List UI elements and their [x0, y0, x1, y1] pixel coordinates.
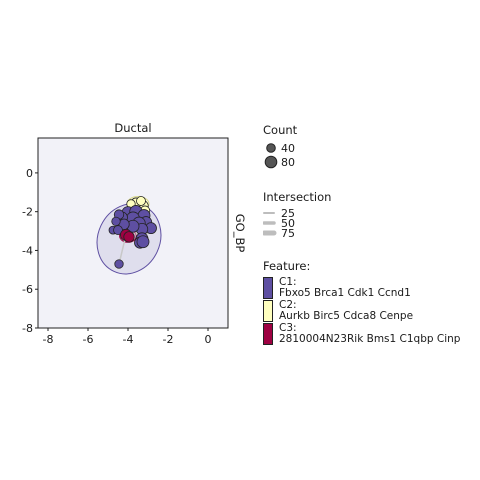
- intersection-75-key: [263, 230, 277, 236]
- x-tick-label: -2: [163, 333, 174, 346]
- count-legend-label: 80: [281, 155, 295, 169]
- point-c1: [114, 259, 124, 269]
- y-tick-label: -8: [22, 322, 33, 335]
- count-80-key: [264, 155, 278, 169]
- feature-c3-item: C3: 2810004N23Rik Bms1 C1qbp Cinp: [263, 323, 460, 345]
- intersection-legend: Intersection 25 50 75: [263, 190, 332, 240]
- count-legend-title: Count: [263, 123, 298, 137]
- intersection-legend-label: 25: [281, 206, 295, 220]
- feature-c2-label: C2:: [279, 299, 297, 311]
- feature-c2-item: C2: Aurkb Birc5 Cdca8 Cenpe: [263, 300, 460, 322]
- count-40-key: [266, 143, 276, 153]
- feature-c1-swatch: [263, 277, 273, 299]
- intersection-legend-label: 75: [281, 226, 295, 240]
- panel-border: [37, 137, 229, 329]
- y-tick-label: -2: [22, 206, 33, 219]
- intersection-50-key: [263, 221, 276, 225]
- intersection-25-key: [263, 212, 275, 214]
- intersection-legend-title: Intersection: [263, 190, 332, 204]
- plot-panel: -8 -6 -4 -2 0 0 -2 -4 -6 -8: [22, 137, 229, 346]
- point-c1: [111, 216, 121, 227]
- facet-strip-label: GO_BP: [233, 214, 247, 253]
- y-tick-label: -4: [22, 244, 33, 257]
- feature-c2-genes: Aurkb Birc5 Cdca8 Cenpe: [279, 310, 414, 322]
- intersection-legend-item: 25: [263, 206, 331, 220]
- feature-c3-label: C3:: [279, 322, 297, 334]
- point-c3: [123, 231, 135, 243]
- x-tick-label: 0: [205, 333, 212, 346]
- x-tick-label: -8: [43, 333, 54, 346]
- y-tick-label: -6: [22, 283, 33, 296]
- feature-c3-genes: 2810004N23Rik Bms1 C1qbp Cinp: [279, 333, 461, 345]
- point-c2: [136, 196, 146, 206]
- count-legend: Count 40 80: [263, 123, 297, 169]
- feature-c2-swatch: [263, 300, 273, 322]
- feature-c1-genes: Fbxo5 Brca1 Cdk1 Ccnd1: [279, 287, 411, 299]
- feature-c3-swatch: [263, 323, 273, 345]
- feature-legend-title: Feature:: [263, 259, 311, 273]
- intersection-legend-label: 50: [281, 216, 295, 230]
- x-tick-label: -6: [83, 333, 94, 346]
- count-legend-item: 40: [263, 141, 297, 155]
- point-c1: [136, 235, 150, 249]
- y-tick-label: 0: [26, 167, 33, 180]
- x-tick-label: -4: [123, 333, 134, 346]
- intersection-legend-item: 75: [263, 226, 331, 240]
- intersection-legend-item: 50: [263, 216, 331, 230]
- count-legend-label: 40: [281, 141, 295, 155]
- feature-c1-item: C1: Fbxo5 Brca1 Cdk1 Ccnd1: [263, 277, 460, 299]
- plot-title: Ductal: [114, 121, 151, 135]
- feature-legend: Feature: C1: Fbxo5 Brca1 Cdk1 Ccnd1 C2: …: [263, 259, 460, 346]
- count-legend-item: 80: [263, 155, 297, 169]
- feature-c1-label: C1:: [279, 276, 297, 288]
